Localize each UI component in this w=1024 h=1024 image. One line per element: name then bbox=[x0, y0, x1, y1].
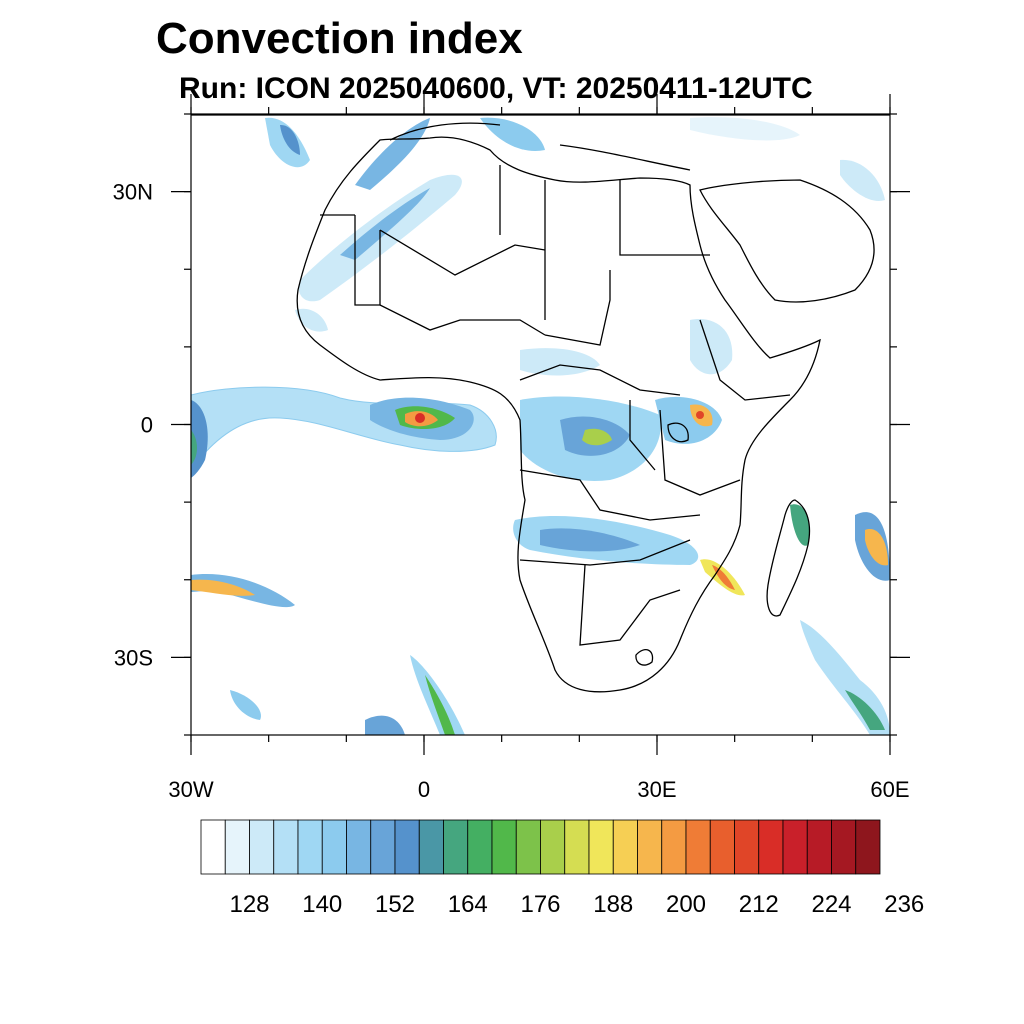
border-central-1 bbox=[519, 364, 681, 396]
convection-area-mediterranean-streak bbox=[355, 118, 430, 190]
convection-area-sahel bbox=[520, 348, 600, 376]
colorbar-label: 128 bbox=[229, 891, 269, 918]
colorbar-label: 164 bbox=[448, 891, 488, 918]
border-sahel-2 bbox=[544, 270, 611, 346]
border-central-2 bbox=[519, 469, 701, 521]
colorbar-swatch bbox=[321, 819, 347, 875]
x-tick-label: 60E bbox=[870, 777, 909, 802]
convection-area-southwest-patch bbox=[230, 690, 261, 720]
convection-area-indian-ocean-core bbox=[865, 529, 888, 566]
colorbar-tick-labels: 128 140 152 164 176 188 200 212 224 236 bbox=[229, 891, 924, 918]
map-title: Convection index bbox=[156, 14, 523, 63]
colorbar-swatch bbox=[467, 819, 493, 875]
convection-area-atlas-core bbox=[340, 188, 430, 260]
lake-victoria bbox=[667, 422, 689, 443]
colorbar-swatch bbox=[443, 819, 469, 875]
colorbar-swatch bbox=[637, 819, 663, 875]
coastline-arabia bbox=[699, 179, 875, 303]
convection-area-north-edge bbox=[480, 117, 545, 151]
map-axis-labels: 30W 0 30E 60E 30N 0 30S bbox=[113, 180, 910, 802]
colorbar-swatch bbox=[709, 819, 735, 875]
colorbar-label: 140 bbox=[302, 891, 342, 918]
colorbar-swatch bbox=[346, 819, 372, 875]
coastline-africa bbox=[296, 136, 821, 693]
colorbar-swatch bbox=[297, 819, 323, 875]
convection-area-west-edge bbox=[191, 400, 208, 478]
convection-area-madagascar bbox=[790, 504, 810, 546]
colorbar-swatch bbox=[588, 819, 614, 875]
convection-area-west-edge-core bbox=[191, 430, 198, 465]
colorbar-swatch bbox=[200, 819, 226, 875]
border-north-africa-2 bbox=[499, 165, 710, 320]
colorbar-swatch bbox=[806, 819, 832, 875]
border-west-africa bbox=[320, 214, 381, 306]
coastline-europe bbox=[389, 122, 691, 171]
colorbar-label: 224 bbox=[811, 891, 851, 918]
convection-area-arabia bbox=[840, 159, 885, 201]
colorbar-swatch bbox=[612, 819, 638, 875]
convection-area-southern-band-core bbox=[540, 528, 640, 552]
colorbar-label: 176 bbox=[520, 891, 560, 918]
border-east-2 bbox=[699, 319, 791, 401]
colorbar-swatch bbox=[394, 819, 420, 875]
colorbar-label: 200 bbox=[666, 891, 706, 918]
colorbar-label: 152 bbox=[375, 891, 415, 918]
colorbar-label: 188 bbox=[593, 891, 633, 918]
colorbar-swatch bbox=[249, 819, 275, 875]
convection-area-southeast-core bbox=[845, 690, 885, 730]
border-east-1 bbox=[659, 409, 741, 496]
convection-field bbox=[191, 117, 890, 735]
convection-area-iberia-core bbox=[280, 124, 300, 155]
convection-area-south-atlantic-core bbox=[191, 579, 255, 596]
coastlines-borders bbox=[191, 114, 890, 693]
colorbar: 128 140 152 164 176 188 200 212 224 236 bbox=[200, 819, 924, 918]
convection-area-ethiopia bbox=[690, 319, 733, 375]
colorbar-swatch bbox=[831, 819, 857, 875]
convection-area-south-atlantic-arm-core bbox=[425, 675, 455, 735]
coastline-madagascar bbox=[766, 499, 811, 617]
colorbar-swatch bbox=[370, 819, 396, 875]
colorbar-swatches bbox=[200, 819, 881, 875]
colorbar-swatch bbox=[758, 819, 784, 875]
y-tick-label: 30S bbox=[114, 645, 153, 670]
colorbar-label: 236 bbox=[884, 891, 924, 918]
colorbar-swatch bbox=[515, 819, 541, 875]
colorbar-swatch bbox=[685, 819, 711, 875]
border-east-3 bbox=[629, 400, 656, 471]
colorbar-swatch bbox=[273, 819, 299, 875]
x-tick-label: 30E bbox=[637, 777, 676, 802]
colorbar-swatch bbox=[661, 819, 687, 875]
convection-peak-guinea bbox=[415, 413, 425, 423]
colorbar-label: 212 bbox=[739, 891, 779, 918]
colorbar-swatch bbox=[855, 819, 881, 875]
border-southern-2 bbox=[579, 564, 681, 646]
convection-peak-east-africa bbox=[696, 411, 704, 419]
y-tick-label: 0 bbox=[141, 413, 153, 438]
x-tick-label: 0 bbox=[418, 777, 430, 802]
map-plot-area: 30W 0 30E 60E 30N 0 30S bbox=[113, 94, 910, 802]
border-north-africa-1 bbox=[379, 229, 546, 276]
x-tick-label: 30W bbox=[168, 777, 213, 802]
colorbar-swatch bbox=[734, 819, 760, 875]
colorbar-swatch bbox=[418, 819, 444, 875]
convection-area-south-atlantic-arm bbox=[410, 655, 465, 735]
convection-area-south-patch bbox=[365, 715, 405, 735]
map-subtitle: Run: ICON 2025040600, VT: 20250411-12UTC bbox=[179, 72, 813, 105]
y-tick-label: 30N bbox=[113, 180, 153, 205]
map-ticks bbox=[171, 94, 910, 755]
colorbar-swatch bbox=[782, 819, 808, 875]
lesotho bbox=[635, 649, 654, 666]
border-sahel-1 bbox=[379, 304, 546, 336]
colorbar-swatch bbox=[491, 819, 517, 875]
convection-area-congo-peak bbox=[582, 428, 612, 446]
convection-area-west-africa bbox=[295, 308, 328, 332]
colorbar-swatch bbox=[564, 819, 590, 875]
colorbar-swatch bbox=[540, 819, 566, 875]
convection-area-mideast bbox=[690, 117, 800, 141]
colorbar-swatch bbox=[224, 819, 250, 875]
border-southern-1 bbox=[519, 539, 691, 566]
